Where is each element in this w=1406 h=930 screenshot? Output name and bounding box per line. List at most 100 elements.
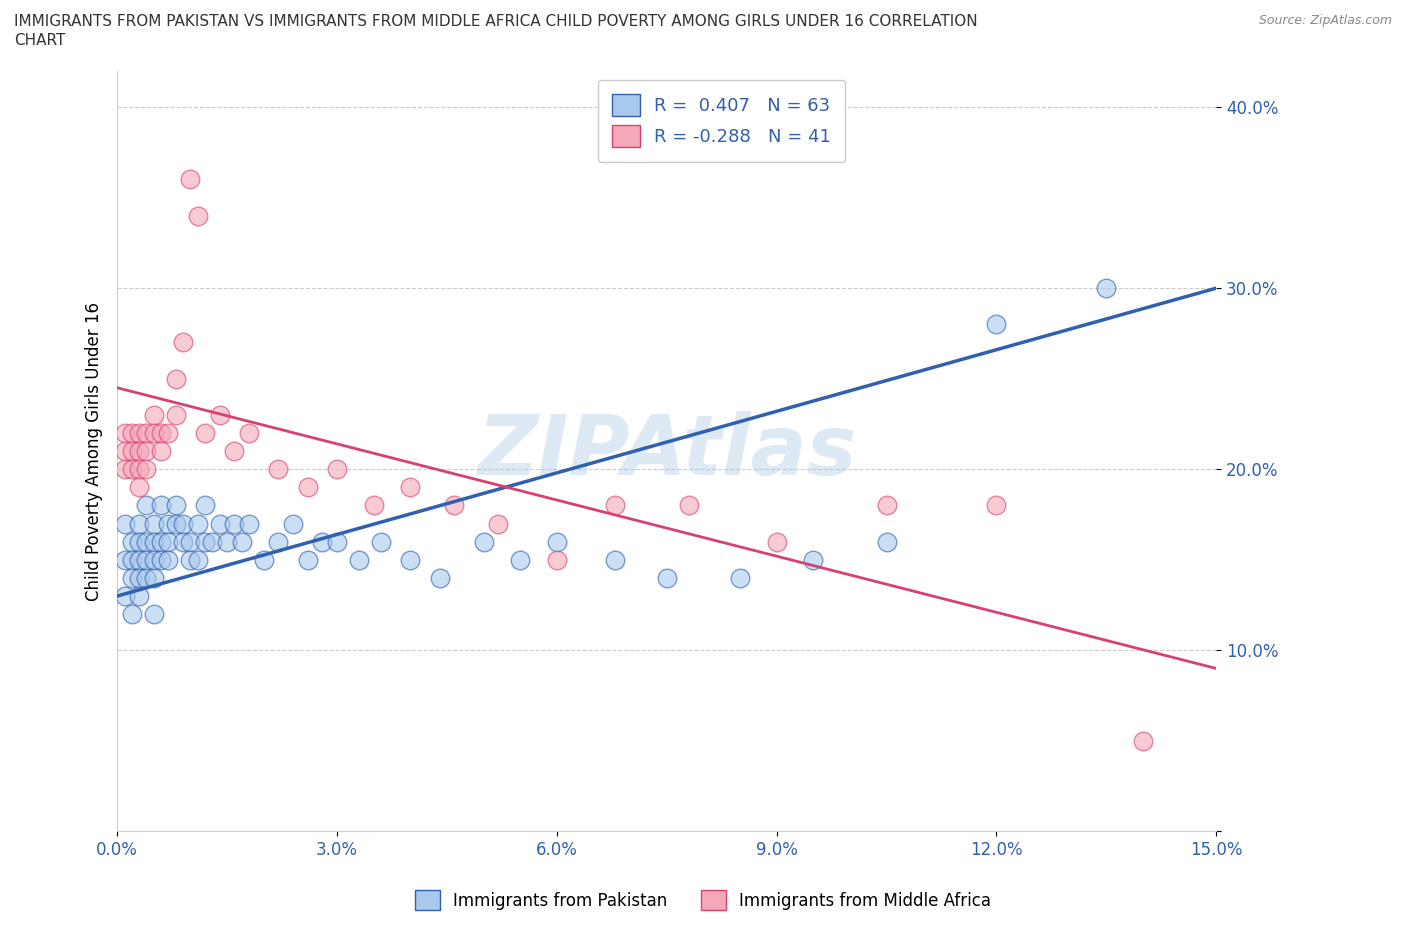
Point [150, 498, 173, 513]
Point [142, 606, 165, 621]
Point [165, 516, 187, 531]
Point [128, 570, 150, 585]
Point [135, 552, 157, 567]
Point [238, 516, 260, 531]
Point [150, 444, 173, 458]
Point [399, 480, 422, 495]
Point [986, 317, 1008, 332]
Legend: R =  0.407   N = 63, R = -0.288   N = 41: R = 0.407 N = 63, R = -0.288 N = 41 [598, 80, 845, 162]
Point [267, 462, 290, 477]
Point [187, 208, 209, 223]
Point [655, 570, 678, 585]
Point [121, 570, 143, 585]
Point [142, 407, 165, 422]
Point [187, 552, 209, 567]
Point [443, 498, 465, 513]
Point [157, 552, 180, 567]
Point [128, 552, 150, 567]
Point [605, 552, 627, 567]
Point [121, 534, 143, 549]
Point [142, 552, 165, 567]
Point [150, 552, 173, 567]
Point [311, 534, 333, 549]
Point [135, 570, 157, 585]
Point [121, 444, 143, 458]
Point [157, 426, 180, 441]
Point [165, 371, 187, 386]
Point [135, 462, 157, 477]
Point [172, 534, 194, 549]
Point [217, 534, 239, 549]
Point [546, 534, 568, 549]
Point [208, 407, 231, 422]
Point [114, 589, 136, 604]
Point [165, 407, 187, 422]
Point [399, 552, 422, 567]
Point [179, 172, 201, 187]
Point [157, 534, 180, 549]
Point [187, 516, 209, 531]
Point [135, 498, 157, 513]
Text: IMMIGRANTS FROM PAKISTAN VS IMMIGRANTS FROM MIDDLE AFRICA CHILD POVERTY AMONG GI: IMMIGRANTS FROM PAKISTAN VS IMMIGRANTS F… [14, 14, 977, 29]
Point [128, 534, 150, 549]
Point [224, 444, 246, 458]
Point [238, 426, 260, 441]
Point [1095, 281, 1118, 296]
Point [128, 462, 150, 477]
Point [267, 534, 290, 549]
Point [179, 552, 201, 567]
Point [363, 498, 385, 513]
Point [128, 426, 150, 441]
Point [194, 534, 217, 549]
Point [172, 335, 194, 350]
Point [128, 480, 150, 495]
Y-axis label: Child Poverty Among Girls Under 16: Child Poverty Among Girls Under 16 [86, 301, 103, 601]
Point [347, 552, 370, 567]
Point [128, 589, 150, 604]
Point [114, 426, 136, 441]
Point [172, 516, 194, 531]
Point [142, 534, 165, 549]
Point [142, 516, 165, 531]
Point [135, 444, 157, 458]
Point [165, 498, 187, 513]
Point [224, 516, 246, 531]
Point [326, 462, 349, 477]
Legend: Immigrants from Pakistan, Immigrants from Middle Africa: Immigrants from Pakistan, Immigrants fro… [408, 884, 998, 917]
Point [128, 516, 150, 531]
Point [114, 462, 136, 477]
Point [194, 498, 217, 513]
Point [253, 552, 276, 567]
Point [121, 552, 143, 567]
Point [486, 516, 509, 531]
Point [765, 534, 787, 549]
Point [121, 606, 143, 621]
Point [509, 552, 531, 567]
Point [297, 480, 319, 495]
Point [370, 534, 392, 549]
Point [801, 552, 824, 567]
Point [876, 534, 898, 549]
Point [142, 426, 165, 441]
Point [472, 534, 495, 549]
Point [231, 534, 253, 549]
Point [179, 534, 201, 549]
Point [121, 462, 143, 477]
Point [678, 498, 700, 513]
Point [114, 552, 136, 567]
Point [1132, 734, 1154, 749]
Text: Source: ZipAtlas.com: Source: ZipAtlas.com [1258, 14, 1392, 27]
Point [429, 570, 451, 585]
Point [326, 534, 349, 549]
Point [546, 552, 568, 567]
Point [114, 444, 136, 458]
Point [876, 498, 898, 513]
Point [281, 516, 304, 531]
Point [157, 516, 180, 531]
Point [986, 498, 1008, 513]
Text: ZIPAtlas: ZIPAtlas [477, 411, 856, 492]
Point [128, 444, 150, 458]
Point [194, 426, 217, 441]
Point [135, 426, 157, 441]
Point [605, 498, 627, 513]
